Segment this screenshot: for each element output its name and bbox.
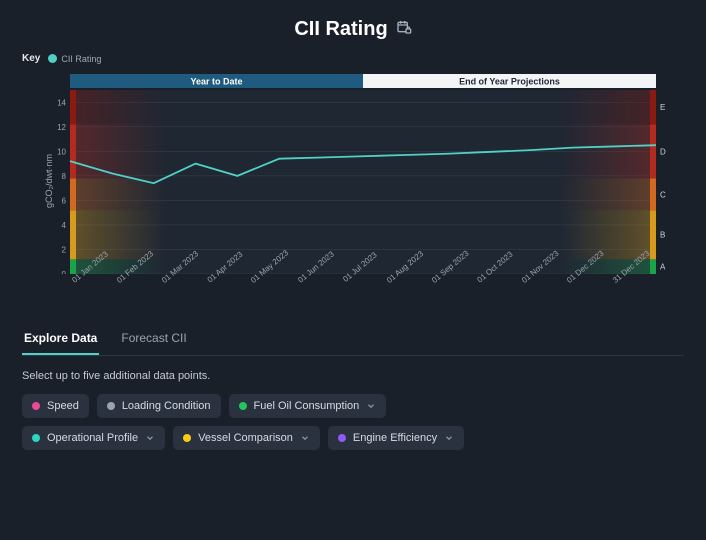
x-axis-labels: 01 Jan 202301 Feb 202301 Mar 202301 Apr … (70, 278, 656, 287)
chip-color-dot (183, 434, 191, 442)
chevron-down-icon (300, 433, 310, 443)
chevron-down-icon (145, 433, 155, 443)
chart-tab-label: Year to Date (190, 77, 242, 87)
subtab-forecast-cii[interactable]: Forecast CII (119, 323, 188, 355)
chip-speed[interactable]: Speed (22, 394, 89, 418)
rating-band-label: C (660, 190, 666, 199)
chart-tab-label: End of Year Projections (459, 77, 560, 87)
chip-label: Operational Profile (47, 432, 138, 444)
rating-band-bar-left (70, 259, 76, 274)
chip-row: Operational Profile Vessel Comparison Engi… (22, 426, 684, 450)
rating-band-bar-left (70, 124, 76, 178)
chip-label: Fuel Oil Consumption (254, 400, 360, 412)
legend-key-label: Key (22, 53, 40, 64)
rating-band-bar-right (650, 178, 656, 210)
chevron-down-icon (444, 433, 454, 443)
rating-band-bar-right (650, 210, 656, 259)
rating-band-bar-left (70, 90, 76, 124)
chip-color-dot (239, 402, 247, 410)
chart-area: gCO₂/dwt·nm Year to Date End of Year Proj… (22, 74, 684, 287)
legend: Key CII Rating (22, 53, 684, 64)
chip-color-dot (32, 402, 40, 410)
rating-band-bar-right (650, 90, 656, 124)
legend-item-cii: CII Rating (48, 54, 101, 64)
y-axis-title: gCO₂/dwt·nm (44, 153, 54, 207)
page-title: CII Rating (294, 18, 387, 41)
subtabs: Explore Data Forecast CII (22, 323, 684, 356)
rating-band-label: D (660, 147, 666, 156)
data-point-chips: Speed Loading Condition Fuel Oil Consumpti… (22, 394, 684, 450)
rating-band-bar-right (650, 124, 656, 178)
instruction-text: Select up to five additional data points… (22, 370, 684, 382)
rating-band-bar-left (70, 210, 76, 259)
chip-color-dot (107, 402, 115, 410)
chip-loading-condition[interactable]: Loading Condition (97, 394, 221, 418)
y-tick-label: 10 (57, 147, 66, 156)
rating-band-bar-left (70, 178, 76, 210)
calendar-lock-icon (396, 19, 412, 40)
y-tick-label: 4 (62, 221, 67, 230)
chip-label: Vessel Comparison (198, 432, 293, 444)
y-tick-label: 8 (62, 172, 67, 181)
chevron-down-icon (366, 401, 376, 411)
chip-color-dot (32, 434, 40, 442)
rating-band-label: A (660, 263, 666, 272)
chip-label: Speed (47, 400, 79, 412)
chip-vessel-comparison[interactable]: Vessel Comparison (173, 426, 320, 450)
legend-swatch (48, 54, 57, 63)
chip-color-dot (338, 434, 346, 442)
subtab-explore-data[interactable]: Explore Data (22, 323, 99, 355)
chip-engine-efficiency[interactable]: Engine Efficiency (328, 426, 464, 450)
y-tick-label: 12 (57, 123, 66, 132)
y-tick-label: 2 (62, 245, 67, 254)
chip-label: Loading Condition (122, 400, 211, 412)
cii-line-chart: Year to Date End of Year Projections 0 2 4 6 8… (50, 74, 670, 274)
y-tick-label: 14 (57, 98, 66, 107)
chip-fuel-oil-consumption[interactable]: Fuel Oil Consumption (229, 394, 387, 418)
title-row: CII Rating (22, 18, 684, 41)
chip-label: Engine Efficiency (353, 432, 437, 444)
rating-band-bar-right (650, 259, 656, 274)
rating-band-label: B (660, 231, 665, 240)
y-tick-label: 0 (62, 270, 67, 274)
chip-operational-profile[interactable]: Operational Profile (22, 426, 165, 450)
chip-row: Speed Loading Condition Fuel Oil Consumpti… (22, 394, 684, 418)
rating-band-label: E (660, 103, 665, 112)
legend-item-label: CII Rating (61, 54, 101, 64)
y-tick-label: 6 (62, 196, 67, 205)
